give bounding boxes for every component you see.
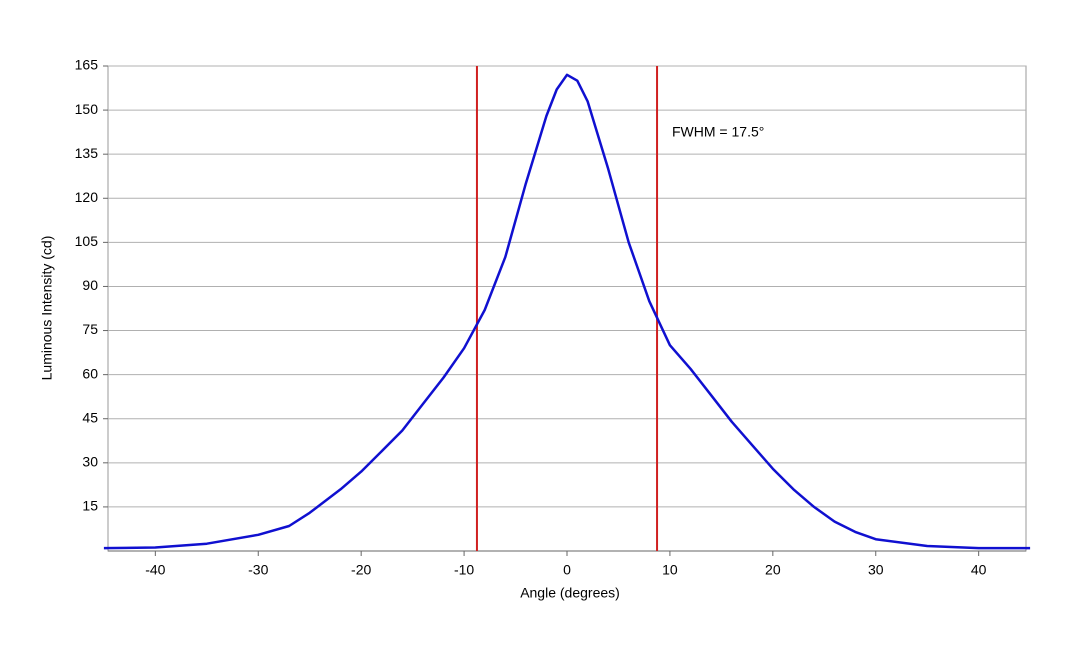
y-tick-label: 90: [82, 277, 98, 293]
y-tick-label: 75: [82, 321, 98, 337]
y-tick-label: 150: [75, 101, 99, 117]
y-tick-label: 30: [82, 454, 98, 470]
y-tick-label: 60: [82, 365, 98, 381]
x-tick-label: -30: [248, 562, 268, 578]
x-tick-label: 40: [971, 562, 987, 578]
x-tick-label: -10: [454, 562, 474, 578]
y-tick-label: 15: [82, 498, 98, 514]
annotation: FWHM = 17.5°: [672, 124, 764, 140]
x-tick-label: 10: [662, 562, 678, 578]
y-tick-label: 105: [75, 233, 99, 249]
data-line: [103, 73, 1031, 550]
plot-area: [107, 65, 1027, 552]
y-axis-label: Luminous Intensity (cd): [39, 236, 55, 381]
x-tick-label: 20: [765, 562, 781, 578]
y-tick-label: 45: [82, 409, 98, 425]
y-tick-label: 165: [75, 57, 99, 73]
y-tick-label: 120: [75, 189, 99, 205]
x-tick-label: -40: [145, 562, 165, 578]
x-axis-label: Angle (degrees): [520, 585, 620, 601]
x-tick-label: 0: [563, 562, 571, 578]
x-tick-label: -20: [351, 562, 371, 578]
x-tick-label: 30: [868, 562, 884, 578]
y-tick-label: 135: [75, 145, 99, 161]
